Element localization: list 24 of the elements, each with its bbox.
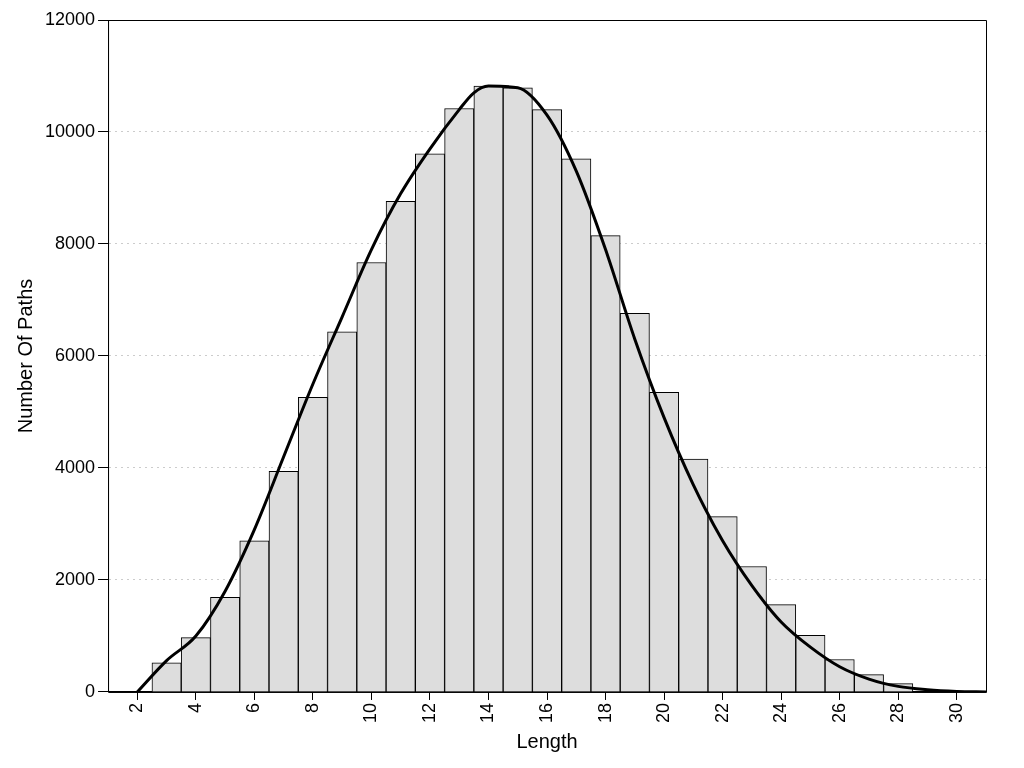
x-axis-title: Length — [516, 729, 578, 752]
x-tick-label: 20 — [653, 702, 674, 724]
x-tick-label: 8 — [301, 702, 322, 713]
y-tick-label: 6000 — [55, 344, 96, 365]
x-tick-label: 10 — [360, 702, 381, 724]
x-tick-label: 26 — [828, 702, 849, 724]
y-tick-label: 8000 — [55, 232, 96, 253]
x-tick-label: 28 — [887, 702, 908, 724]
y-tick-label: 4000 — [55, 456, 96, 477]
y-tick-label: 2000 — [55, 568, 96, 589]
y-tick-label: 12000 — [44, 8, 96, 29]
x-tick-label: 2 — [126, 702, 147, 713]
x-tick-label: 16 — [536, 702, 556, 724]
y-tick-label: 0 — [85, 680, 96, 701]
x-tick-label: 12 — [418, 702, 439, 724]
x-tick-label: 6 — [243, 702, 264, 713]
x-tick-label: 22 — [711, 702, 732, 724]
x-tick-label: 4 — [184, 702, 205, 713]
x-tick-label: 14 — [477, 702, 498, 724]
x-tick-label: 30 — [945, 702, 966, 724]
y-axis-title: Number Of Paths — [13, 278, 36, 434]
y-tick-label: 10000 — [44, 120, 96, 141]
x-tick-label: 18 — [594, 702, 615, 724]
x-tick-label: 24 — [770, 702, 791, 724]
